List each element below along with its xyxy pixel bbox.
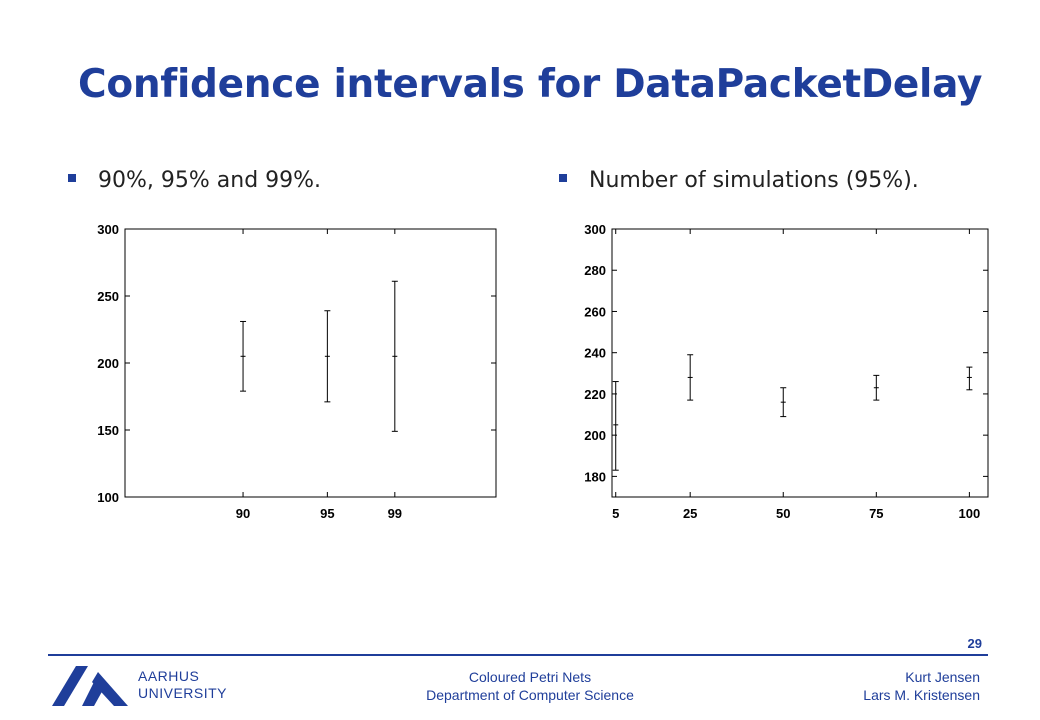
error-bar — [324, 310, 331, 403]
bullet-text: Number of simulations (95%). — [589, 168, 919, 193]
aarhus-university-logo-icon — [52, 666, 128, 706]
y-tick-label: 300 — [97, 222, 119, 237]
plot-frame — [611, 228, 989, 498]
y-tick-label: 180 — [584, 469, 606, 484]
x-tick-label: 95 — [320, 506, 334, 521]
bullet-square-icon — [559, 174, 567, 182]
y-tick-label: 100 — [97, 490, 119, 505]
x-tick-label: 25 — [683, 506, 697, 521]
error-bar — [687, 354, 694, 401]
error-bar — [612, 381, 619, 471]
error-bar — [873, 374, 880, 401]
error-bar — [780, 387, 787, 418]
x-tick-label: 5 — [612, 506, 619, 521]
y-tick-label: 260 — [584, 304, 606, 319]
footer-authors: Kurt Jensen Lars M. Kristensen — [863, 669, 980, 703]
page-number: 29 — [967, 636, 982, 651]
error-bar — [966, 366, 973, 391]
error-bar — [391, 280, 398, 432]
x-tick-label: 75 — [869, 506, 883, 521]
y-tick-label: 220 — [584, 387, 606, 402]
confidence-level-chart: 100 150 200 250 300 90 95 99 — [97, 222, 497, 521]
plot-frame — [124, 228, 497, 498]
x-tick-label: 100 — [959, 506, 981, 521]
bullet-confidence-levels: 90%, 95% and 99%. — [68, 168, 321, 193]
y-tick-label: 200 — [584, 428, 606, 443]
bullet-text: 90%, 95% and 99%. — [98, 168, 322, 193]
number-of-simulations-chart: 180 200 220 240 260 280 300 5 25 50 75 100 — [584, 222, 989, 521]
x-tick-label: 99 — [388, 506, 402, 521]
bullet-square-icon — [68, 174, 76, 182]
bullet-number-of-simulations: Number of simulations (95%). — [559, 168, 919, 193]
y-tick-label: 300 — [584, 222, 606, 237]
y-tick-label: 200 — [97, 356, 119, 371]
slide-title: Confidence intervals for DataPacketDelay — [78, 62, 983, 107]
y-tick-label: 280 — [584, 263, 606, 278]
y-tick-label: 240 — [584, 346, 606, 361]
footer-divider — [48, 654, 988, 656]
error-bar — [240, 320, 247, 392]
footer-course-info: Coloured Petri Nets Department of Comput… — [426, 669, 634, 703]
x-tick-label: 50 — [776, 506, 790, 521]
y-tick-label: 250 — [97, 289, 119, 304]
y-tick-label: 150 — [97, 423, 119, 438]
university-name: AARHUS UNIVERSITY — [138, 668, 228, 701]
x-tick-label: 90 — [236, 506, 250, 521]
